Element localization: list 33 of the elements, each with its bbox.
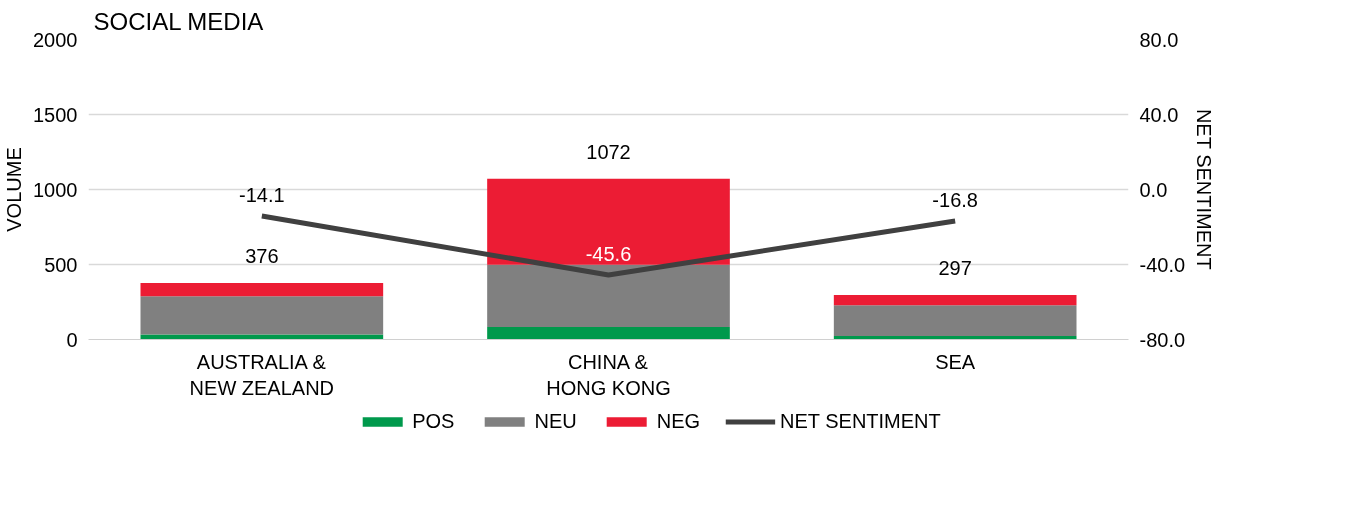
legend-label: NET SENTIMENT xyxy=(780,409,941,433)
data-label: -14.1 xyxy=(239,183,285,206)
total-label: 297 xyxy=(938,256,972,279)
legend-label: NEG xyxy=(656,409,701,433)
total-label: 376 xyxy=(245,245,279,268)
y2-tick-label: 80.0 xyxy=(1139,28,1179,51)
y-tick-label: 1000 xyxy=(33,178,78,201)
y2-tick-label: -80.0 xyxy=(1139,328,1186,351)
bar xyxy=(487,326,730,340)
chart-title: SOCIAL MEDIA xyxy=(93,7,264,35)
x-tick-label: CHINA & HONG KONG xyxy=(546,350,671,399)
y2-tick-label: -40.0 xyxy=(1139,253,1186,276)
x-tick-label: SEA xyxy=(935,350,976,373)
y-axis-title: VOLUME xyxy=(3,147,26,232)
bar xyxy=(140,296,384,335)
y-tick-label: 2000 xyxy=(33,28,78,51)
y-tick-label: 0 xyxy=(66,328,78,351)
data-label: -45.6 xyxy=(585,243,632,265)
bar xyxy=(487,264,730,327)
data-label: -16.8 xyxy=(932,189,978,211)
y2-axis-title: NET SENTIMENT xyxy=(1193,108,1216,270)
bar xyxy=(833,305,1077,337)
legend-label: POS xyxy=(412,409,455,433)
legend-label: NEU xyxy=(534,409,577,433)
y-tick-label: 1500 xyxy=(33,103,78,126)
bar xyxy=(140,283,384,297)
bar xyxy=(487,178,730,265)
y-tick-label: 500 xyxy=(44,253,78,276)
x-tick-label: AUSTRALIA & NEW ZEALAND xyxy=(189,350,335,399)
y2-tick-label: 40.0 xyxy=(1139,103,1179,126)
total-label: 1072 xyxy=(586,140,631,163)
bar xyxy=(833,294,1077,306)
y2-tick-label: 0.0 xyxy=(1139,178,1168,201)
